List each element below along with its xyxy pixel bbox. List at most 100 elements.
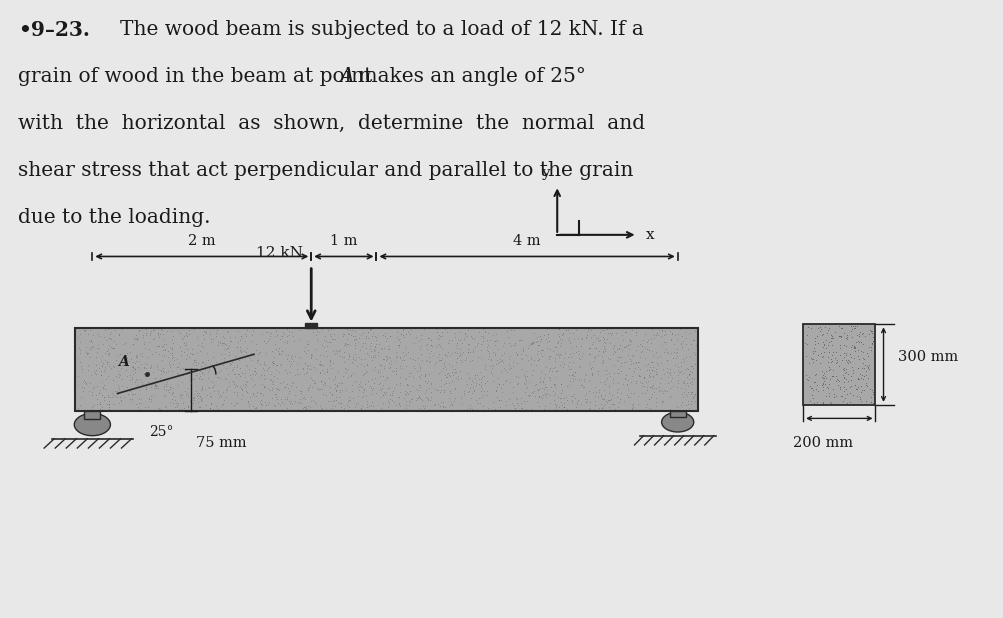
Point: [175, 391, 191, 400]
Point: [448, 343, 464, 353]
Point: [136, 368, 152, 378]
Point: [101, 329, 117, 339]
Point: [305, 327, 321, 337]
Point: [176, 339, 192, 349]
Point: [100, 362, 116, 371]
Point: [856, 363, 872, 373]
Point: [448, 353, 464, 363]
Point: [401, 368, 417, 378]
Point: [243, 355, 259, 365]
Point: [228, 399, 244, 408]
Point: [169, 402, 185, 412]
Point: [627, 357, 643, 367]
Point: [843, 326, 859, 336]
Point: [848, 337, 864, 347]
Point: [122, 354, 138, 364]
Point: [172, 390, 188, 400]
Point: [431, 401, 447, 411]
Point: [821, 397, 838, 407]
Point: [398, 400, 414, 410]
Point: [340, 350, 356, 360]
Point: [318, 351, 334, 361]
Point: [340, 351, 356, 361]
Point: [358, 402, 374, 412]
Point: [604, 391, 620, 400]
Point: [166, 402, 183, 412]
Point: [359, 333, 375, 343]
Point: [431, 341, 447, 351]
Point: [390, 340, 406, 350]
Point: [384, 386, 400, 396]
Point: [863, 326, 879, 336]
Point: [401, 386, 417, 396]
Point: [564, 349, 580, 358]
Point: [627, 376, 643, 386]
Point: [316, 335, 332, 345]
Point: [820, 391, 837, 401]
Point: [351, 377, 367, 387]
Point: [334, 371, 350, 381]
Point: [539, 324, 555, 334]
Point: [140, 366, 156, 376]
Point: [284, 378, 300, 387]
Point: [452, 344, 468, 354]
Point: [191, 402, 207, 412]
Point: [296, 369, 312, 379]
Point: [853, 329, 869, 339]
Point: [227, 351, 243, 361]
Point: [271, 385, 287, 395]
Point: [123, 372, 139, 382]
Point: [201, 383, 217, 393]
Point: [601, 387, 617, 397]
Point: [306, 378, 322, 387]
Point: [256, 370, 272, 379]
Point: [420, 352, 436, 362]
Point: [121, 347, 137, 357]
Point: [175, 376, 191, 386]
Point: [369, 367, 385, 377]
Point: [147, 373, 163, 383]
Point: [148, 362, 164, 371]
Point: [672, 383, 688, 393]
Point: [648, 383, 664, 392]
Point: [652, 351, 668, 361]
Point: [69, 404, 85, 413]
Point: [541, 366, 557, 376]
Point: [844, 340, 860, 350]
Point: [356, 370, 372, 379]
Point: [402, 394, 418, 404]
Point: [621, 363, 637, 373]
Point: [865, 387, 881, 397]
Point: [492, 396, 509, 405]
Point: [323, 324, 339, 334]
Point: [139, 377, 155, 387]
Point: [293, 386, 309, 396]
Point: [354, 341, 370, 351]
Point: [638, 344, 654, 354]
Point: [233, 347, 249, 357]
Point: [277, 394, 293, 404]
Point: [529, 332, 545, 342]
Point: [203, 376, 219, 386]
Point: [846, 353, 862, 363]
Point: [180, 350, 196, 360]
Point: [313, 376, 329, 386]
Point: [624, 402, 640, 412]
Point: [551, 402, 567, 412]
Point: [338, 405, 354, 415]
Point: [586, 353, 602, 363]
Point: [236, 346, 252, 356]
Point: [234, 368, 250, 378]
Point: [547, 399, 563, 408]
Point: [295, 363, 311, 373]
Point: [474, 333, 490, 343]
Point: [366, 342, 382, 352]
Point: [658, 386, 674, 396]
Point: [193, 384, 209, 394]
Point: [493, 387, 510, 397]
Text: with  the  horizontal  as  shown,  determine  the  normal  and: with the horizontal as shown, determine …: [18, 114, 645, 133]
Point: [117, 356, 133, 366]
Point: [670, 365, 686, 375]
Point: [599, 395, 615, 405]
Point: [95, 380, 111, 390]
